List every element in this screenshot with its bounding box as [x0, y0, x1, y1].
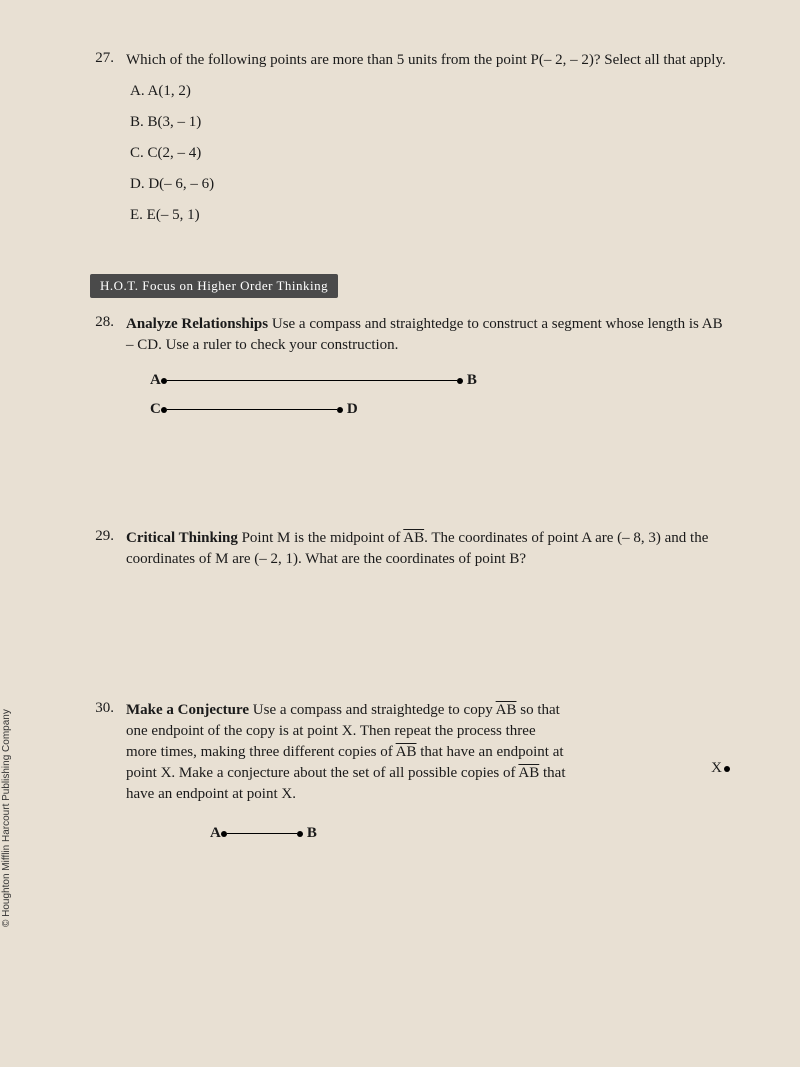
q29-ab: AB: [403, 530, 424, 546]
q27-option-a: A. A(1, 2): [130, 83, 730, 100]
segment-cd: C D: [150, 401, 730, 418]
dot-b-30: [297, 831, 303, 837]
segment-ab-30: A B: [210, 825, 730, 842]
q30-body1: Use a compass and straightedge to copy: [249, 702, 496, 718]
q27-text: Which of the following points are more t…: [126, 50, 730, 71]
label-x: X: [711, 760, 722, 776]
label-d: D: [347, 401, 358, 418]
q27-option-e: E. E(– 5, 1): [130, 207, 730, 224]
question-27: 27. Which of the following points are mo…: [90, 50, 730, 224]
q28-number: 28.: [90, 314, 114, 356]
dot-b: [457, 378, 463, 384]
q30-ab2: AB: [396, 744, 417, 760]
question-28: 28. Analyze Relationships Use a compass …: [90, 314, 730, 418]
label-a-30: A: [210, 825, 221, 842]
hot-section-label: H.O.T. Focus on Higher Order Thinking: [90, 274, 338, 298]
q30-figure: A B: [210, 825, 730, 842]
q29-number: 29.: [90, 528, 114, 570]
q30-number: 30.: [90, 700, 114, 805]
question-29: 29. Critical Thinking Point M is the mid…: [90, 528, 730, 570]
q30-ab3: AB: [518, 765, 539, 781]
q30-point-x: X: [610, 700, 730, 777]
q29-bold: Critical Thinking: [126, 530, 238, 546]
q29-header: 29. Critical Thinking Point M is the mid…: [90, 528, 730, 570]
publisher-credit: © Houghton Mifflin Harcourt Publishing C…: [1, 709, 12, 927]
q30-text: Make a Conjecture Use a compass and stra…: [126, 700, 570, 805]
dot-d: [337, 407, 343, 413]
line-ab: [167, 380, 457, 382]
q28-text: Analyze Relationships Use a compass and …: [126, 314, 730, 356]
label-b-30: B: [307, 825, 317, 842]
q28-figure: A B C D: [150, 372, 730, 418]
q29-body1: Point M is the midpoint of: [238, 530, 403, 546]
q27-options: A. A(1, 2) B. B(3, – 1) C. C(2, – 4) D. …: [130, 83, 730, 224]
q30-header: 30. Make a Conjecture Use a compass and …: [90, 700, 730, 805]
label-a: A: [150, 372, 161, 389]
q27-number: 27.: [90, 50, 114, 71]
q30-ab1: AB: [496, 702, 517, 718]
question-30: 30. Make a Conjecture Use a compass and …: [90, 700, 730, 842]
label-c: C: [150, 401, 161, 418]
q27-option-c: C. C(2, – 4): [130, 145, 730, 162]
q28-header: 28. Analyze Relationships Use a compass …: [90, 314, 730, 356]
q27-option-d: D. D(– 6, – 6): [130, 176, 730, 193]
dot-x: [724, 766, 730, 772]
segment-ab: A B: [150, 372, 730, 389]
q27-option-b: B. B(3, – 1): [130, 114, 730, 131]
q29-text: Critical Thinking Point M is the midpoin…: [126, 528, 730, 570]
q30-content: Make a Conjecture Use a compass and stra…: [126, 700, 730, 805]
line-ab-30: [227, 833, 297, 835]
q28-bold: Analyze Relationships: [126, 316, 268, 332]
line-cd: [167, 409, 337, 411]
q27-header: 27. Which of the following points are mo…: [90, 50, 730, 71]
label-b: B: [467, 372, 477, 389]
q30-bold: Make a Conjecture: [126, 702, 249, 718]
